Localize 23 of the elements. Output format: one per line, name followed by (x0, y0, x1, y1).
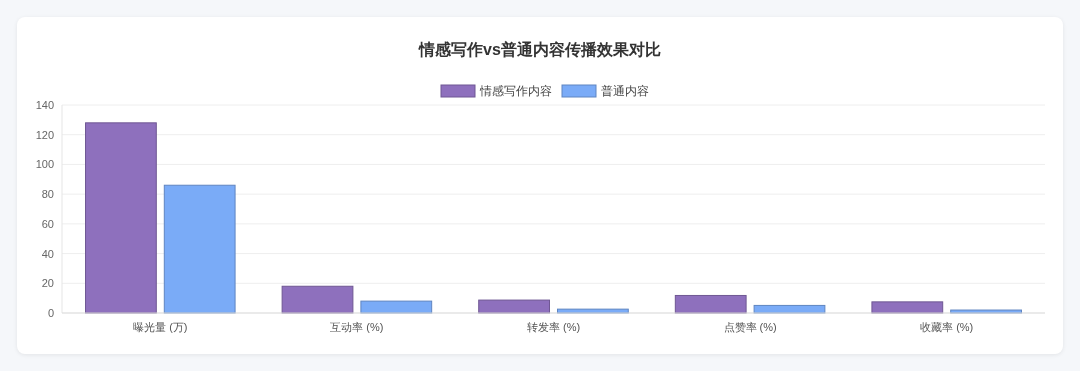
bar (871, 301, 944, 314)
y-tick-label: 0 (47, 307, 54, 319)
y-tick-label: 80 (41, 188, 54, 201)
y-tick-label: 100 (35, 158, 54, 171)
x-tick-label: 转发率 (%) (526, 321, 581, 333)
y-tick-label: 120 (35, 128, 54, 141)
x-tick-label: 收藏率 (%) (920, 321, 974, 333)
legend-label: 普通内容 (601, 84, 649, 98)
y-tick-label: 20 (41, 277, 54, 290)
y-tick-label: 40 (41, 247, 54, 260)
y-tick-label: 140 (35, 99, 54, 111)
x-tick-label: 曝光量 (万) (133, 321, 188, 333)
x-tick-label: 点赞率 (%) (723, 321, 777, 333)
x-tick-label: 互动率 (%) (330, 321, 384, 333)
bar (281, 285, 354, 314)
chart-title: 情感写作vs普通内容传播效果对比 (418, 40, 661, 58)
y-tick-label: 60 (41, 217, 54, 230)
bar (478, 299, 550, 314)
bar (85, 122, 157, 314)
legend-label: 情感写作内容 (479, 84, 552, 98)
bar (674, 294, 747, 314)
bar (360, 300, 433, 314)
bar (163, 184, 236, 314)
